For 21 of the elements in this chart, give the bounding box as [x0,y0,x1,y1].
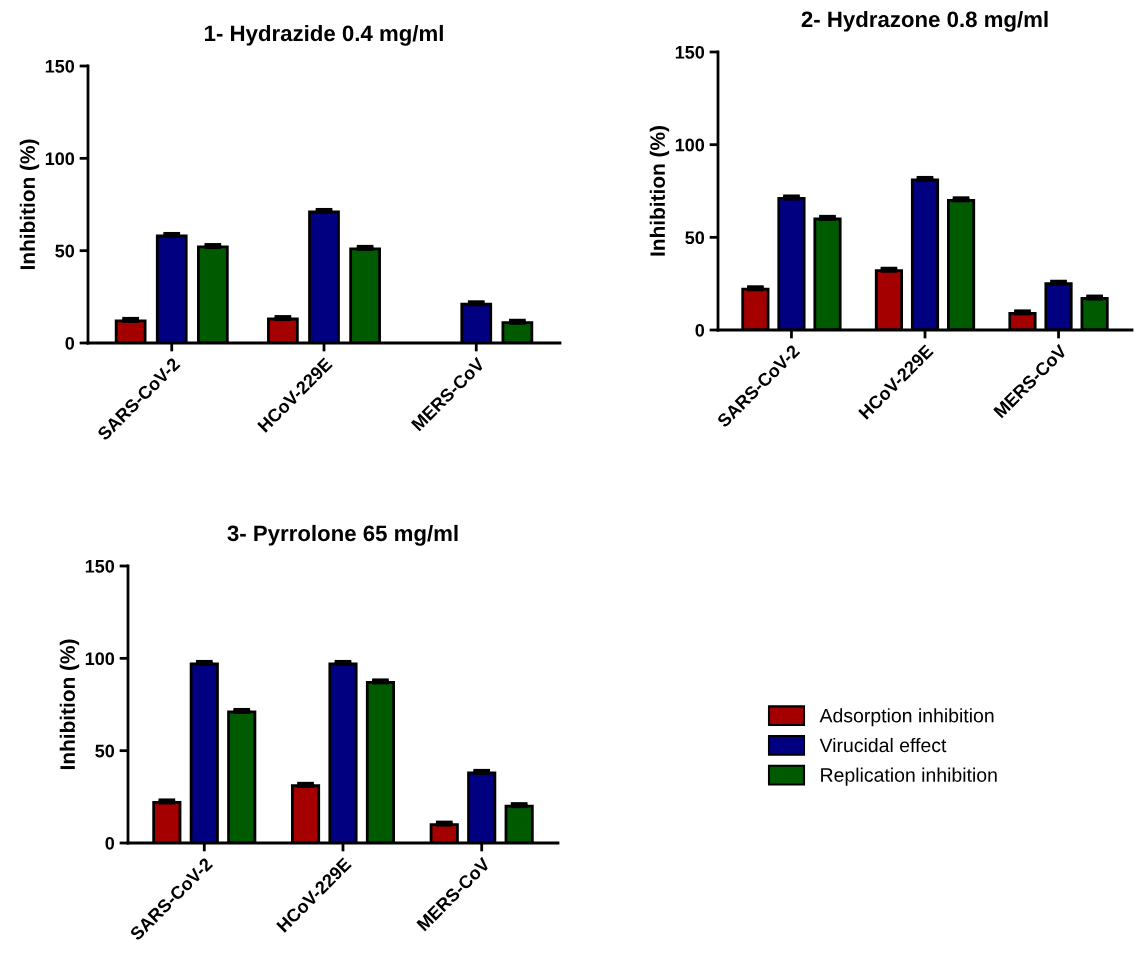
y-tick-label: 0 [695,323,705,337]
y-tick-label: 0 [105,836,115,850]
y-tick-label: 100 [675,138,705,152]
chart-title: 3- Pyrrolone 65 mg/ml [227,524,458,546]
chart-title: 1- Hydrazide 0.4 mg/ml [204,24,443,46]
chart-title: 2- Hydrazone 0.8 mg/ml [801,10,1048,32]
y-tick-label: 150 [675,45,705,59]
y-tick-label: 0 [65,336,75,350]
y-tick-label: 50 [55,244,75,258]
y-axis-title: Inhibition (%) [19,139,40,270]
y-tick-label: 50 [95,744,115,758]
legend-label: Virucidal effect [819,737,947,753]
y-axis-title: Inhibition (%) [649,126,670,256]
y-tick-label: 150 [45,59,75,73]
y-tick-label: 150 [85,559,115,573]
legend-label: Adsorption inhibition [819,708,994,727]
y-axis-title: Inhibition (%) [59,639,80,770]
legend-label: Replication inhibition [821,767,997,786]
y-tick-label: 50 [685,231,705,245]
y-tick-label: 100 [45,152,75,166]
y-tick-label: 100 [85,652,115,666]
